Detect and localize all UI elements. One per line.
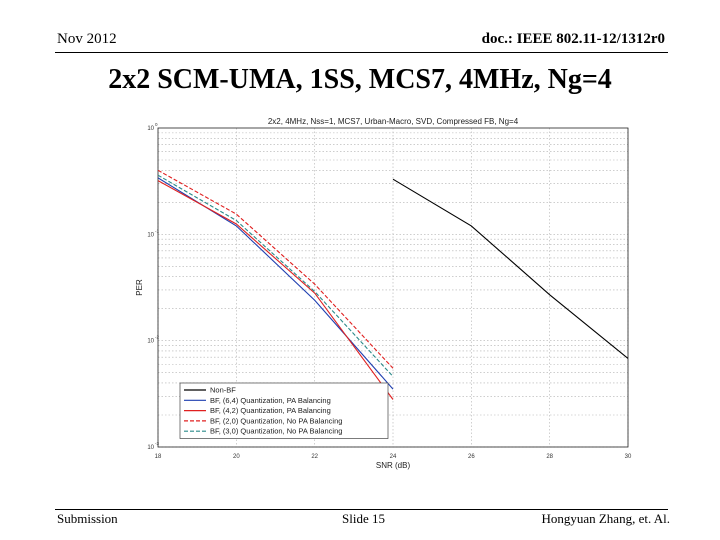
y-tick-exponent: -1 <box>155 228 159 233</box>
y-tick-label: 10 <box>147 232 154 238</box>
footer-slide-number: Slide 15 <box>342 511 385 526</box>
legend-label-1: Non-BF <box>210 386 236 395</box>
y-tick-exponent: 0 <box>155 122 158 127</box>
x-tick-label: 20 <box>233 454 240 460</box>
y-tick-exponent: -2 <box>155 335 159 340</box>
footer-submission: Submission <box>57 511 118 526</box>
x-tick-label: 22 <box>311 454 318 460</box>
y-tick-label: 10 <box>147 126 154 132</box>
y-tick-exponent: -3 <box>155 441 159 446</box>
chart-title: 2x2, 4MHz, Nss=1, MCS7, Urban-Macro, SVD… <box>268 117 519 126</box>
y-axis-label: PER <box>135 279 144 296</box>
series-line-5 <box>158 174 394 377</box>
series-line-3 <box>158 180 394 400</box>
legend-label-4: BF, (2,0) Quantization, No PA Balancing <box>210 416 342 425</box>
footer-divider <box>55 509 668 510</box>
legend-label-2: BF, (6,4) Quantization, PA Balancing <box>210 396 331 405</box>
x-tick-label: 28 <box>546 454 553 460</box>
legend-label-3: BF, (4,2) Quantization, PA Balancing <box>210 406 331 415</box>
x-tick-label: 24 <box>390 454 397 460</box>
header-date: Nov 2012 <box>57 31 117 47</box>
x-tick-label: 30 <box>625 454 632 460</box>
series-line-1 <box>392 178 628 359</box>
series-line-4 <box>158 169 394 369</box>
legend-box <box>179 382 389 439</box>
slide-title: 2x2 SCM-UMA, 1SS, MCS7, 4MHz, Ng=4 <box>108 64 612 95</box>
y-tick-label: 10 <box>147 339 154 345</box>
header-doc-id: doc.: IEEE 802.11-12/1312r0 <box>481 31 665 47</box>
header-divider <box>55 52 668 53</box>
x-tick-label: 18 <box>155 454 162 460</box>
footer-author: Hongyuan Zhang, et. Al. <box>541 511 670 526</box>
y-tick-label: 10 <box>147 445 154 451</box>
x-tick-label: 26 <box>468 454 475 460</box>
plot-frame <box>157 127 629 448</box>
legend-label-5: BF, (3,0) Quantization, No PA Balancing <box>210 427 342 436</box>
x-axis-label: SNR (dB) <box>376 461 411 470</box>
